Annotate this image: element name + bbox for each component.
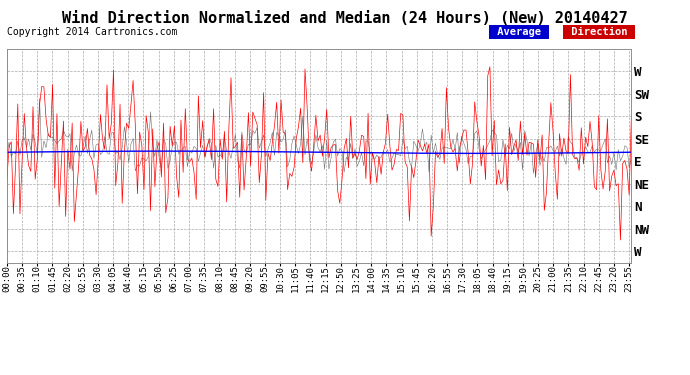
Text: Average: Average <box>491 27 547 37</box>
Text: Wind Direction Normalized and Median (24 Hours) (New) 20140427: Wind Direction Normalized and Median (24… <box>62 11 628 26</box>
Text: Copyright 2014 Cartronics.com: Copyright 2014 Cartronics.com <box>7 27 177 37</box>
Text: Direction: Direction <box>564 27 633 37</box>
